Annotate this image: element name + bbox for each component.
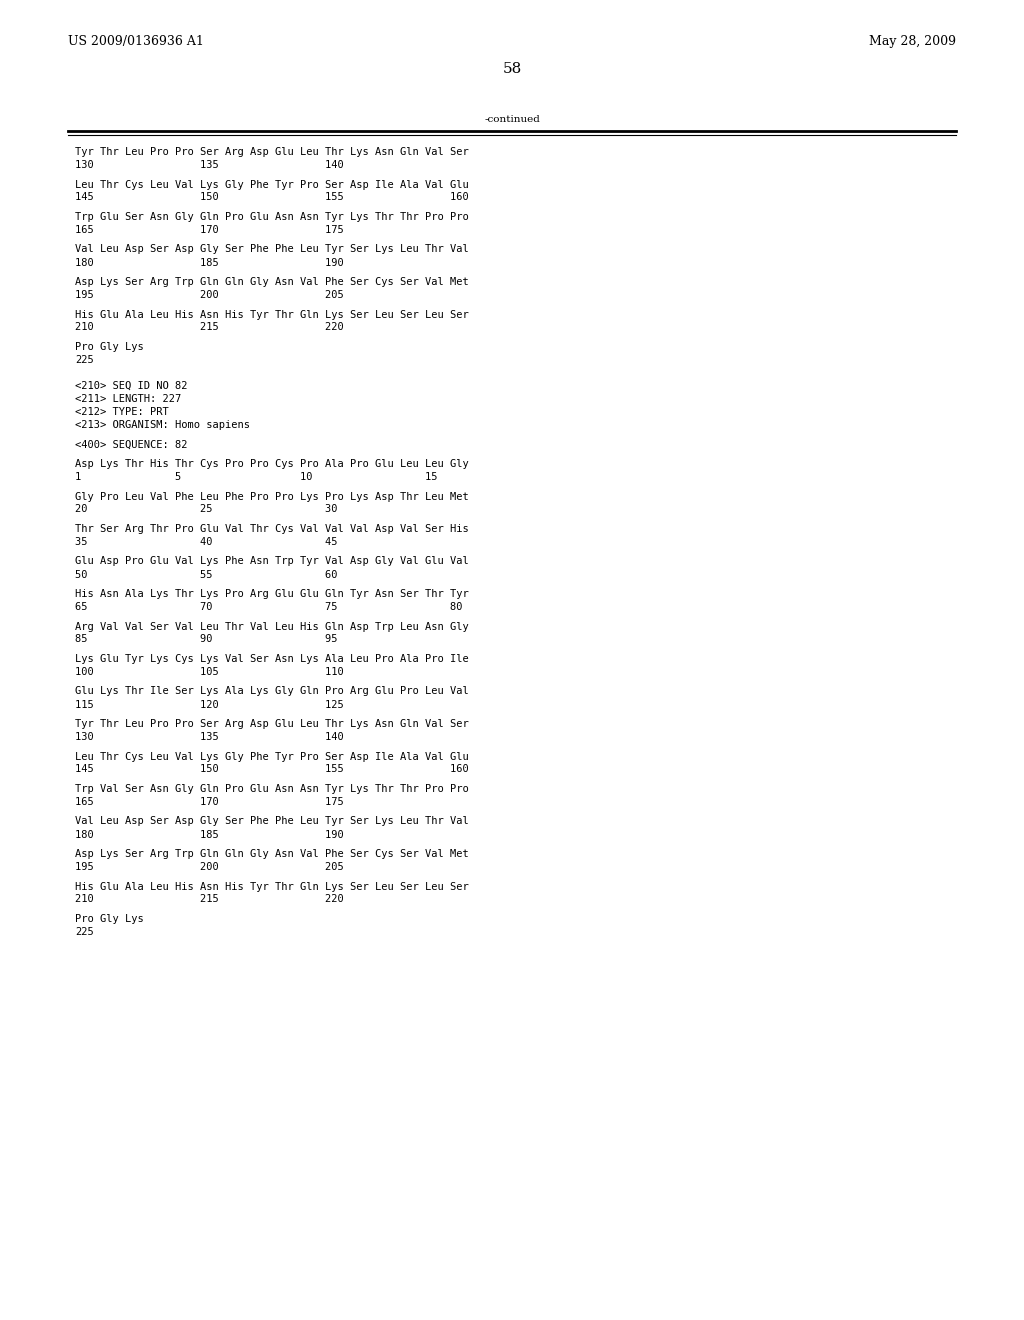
Text: 210                 215                 220: 210 215 220 [75, 895, 344, 904]
Text: His Asn Ala Lys Thr Lys Pro Arg Glu Glu Gln Tyr Asn Ser Thr Tyr: His Asn Ala Lys Thr Lys Pro Arg Glu Glu … [75, 589, 469, 599]
Text: Leu Thr Cys Leu Val Lys Gly Phe Tyr Pro Ser Asp Ile Ala Val Glu: Leu Thr Cys Leu Val Lys Gly Phe Tyr Pro … [75, 180, 469, 190]
Text: 50                  55                  60: 50 55 60 [75, 569, 338, 579]
Text: 210                 215                 220: 210 215 220 [75, 322, 344, 333]
Text: Glu Asp Pro Glu Val Lys Phe Asn Trp Tyr Val Asp Gly Val Glu Val: Glu Asp Pro Glu Val Lys Phe Asn Trp Tyr … [75, 557, 469, 566]
Text: <210> SEQ ID NO 82: <210> SEQ ID NO 82 [75, 381, 187, 391]
Text: 115                 120                 125: 115 120 125 [75, 700, 344, 710]
Text: Leu Thr Cys Leu Val Lys Gly Phe Tyr Pro Ser Asp Ile Ala Val Glu: Leu Thr Cys Leu Val Lys Gly Phe Tyr Pro … [75, 751, 469, 762]
Text: 145                 150                 155                 160: 145 150 155 160 [75, 764, 469, 775]
Text: Asp Lys Ser Arg Trp Gln Gln Gly Asn Val Phe Ser Cys Ser Val Met: Asp Lys Ser Arg Trp Gln Gln Gly Asn Val … [75, 849, 469, 859]
Text: Asp Lys Thr His Thr Cys Pro Pro Cys Pro Ala Pro Glu Leu Leu Gly: Asp Lys Thr His Thr Cys Pro Pro Cys Pro … [75, 459, 469, 469]
Text: 58: 58 [503, 62, 521, 77]
Text: <211> LENGTH: 227: <211> LENGTH: 227 [75, 393, 181, 404]
Text: -continued: -continued [484, 115, 540, 124]
Text: 20                  25                  30: 20 25 30 [75, 504, 338, 515]
Text: 180                 185                 190: 180 185 190 [75, 829, 344, 840]
Text: <213> ORGANISM: Homo sapiens: <213> ORGANISM: Homo sapiens [75, 420, 250, 430]
Text: Pro Gly Lys: Pro Gly Lys [75, 913, 143, 924]
Text: Trp Val Ser Asn Gly Gln Pro Glu Asn Asn Tyr Lys Thr Thr Pro Pro: Trp Val Ser Asn Gly Gln Pro Glu Asn Asn … [75, 784, 469, 795]
Text: 195                 200                 205: 195 200 205 [75, 862, 344, 873]
Text: 100                 105                 110: 100 105 110 [75, 667, 344, 677]
Text: Tyr Thr Leu Pro Pro Ser Arg Asp Glu Leu Thr Lys Asn Gln Val Ser: Tyr Thr Leu Pro Pro Ser Arg Asp Glu Leu … [75, 719, 469, 729]
Text: <400> SEQUENCE: 82: <400> SEQUENCE: 82 [75, 440, 187, 450]
Text: 145                 150                 155                 160: 145 150 155 160 [75, 193, 469, 202]
Text: His Glu Ala Leu His Asn His Tyr Thr Gln Lys Ser Leu Ser Leu Ser: His Glu Ala Leu His Asn His Tyr Thr Gln … [75, 309, 469, 319]
Text: 225: 225 [75, 927, 94, 937]
Text: 180                 185                 190: 180 185 190 [75, 257, 344, 268]
Text: Val Leu Asp Ser Asp Gly Ser Phe Phe Leu Tyr Ser Lys Leu Thr Val: Val Leu Asp Ser Asp Gly Ser Phe Phe Leu … [75, 244, 469, 255]
Text: 195                 200                 205: 195 200 205 [75, 290, 344, 300]
Text: His Glu Ala Leu His Asn His Tyr Thr Gln Lys Ser Leu Ser Leu Ser: His Glu Ala Leu His Asn His Tyr Thr Gln … [75, 882, 469, 891]
Text: May 28, 2009: May 28, 2009 [869, 36, 956, 48]
Text: 165                 170                 175: 165 170 175 [75, 797, 344, 807]
Text: Glu Lys Thr Ile Ser Lys Ala Lys Gly Gln Pro Arg Glu Pro Leu Val: Glu Lys Thr Ile Ser Lys Ala Lys Gly Gln … [75, 686, 469, 697]
Text: Val Leu Asp Ser Asp Gly Ser Phe Phe Leu Tyr Ser Lys Leu Thr Val: Val Leu Asp Ser Asp Gly Ser Phe Phe Leu … [75, 817, 469, 826]
Text: Asp Lys Ser Arg Trp Gln Gln Gly Asn Val Phe Ser Cys Ser Val Met: Asp Lys Ser Arg Trp Gln Gln Gly Asn Val … [75, 277, 469, 286]
Text: Pro Gly Lys: Pro Gly Lys [75, 342, 143, 352]
Text: 65                  70                  75                  80: 65 70 75 80 [75, 602, 463, 612]
Text: 225: 225 [75, 355, 94, 366]
Text: Thr Ser Arg Thr Pro Glu Val Thr Cys Val Val Val Asp Val Ser His: Thr Ser Arg Thr Pro Glu Val Thr Cys Val … [75, 524, 469, 535]
Text: <212> TYPE: PRT: <212> TYPE: PRT [75, 407, 169, 417]
Text: 130                 135                 140: 130 135 140 [75, 733, 344, 742]
Text: 1               5                   10                  15: 1 5 10 15 [75, 473, 437, 482]
Text: Arg Val Val Ser Val Leu Thr Val Leu His Gln Asp Trp Leu Asn Gly: Arg Val Val Ser Val Leu Thr Val Leu His … [75, 622, 469, 631]
Text: US 2009/0136936 A1: US 2009/0136936 A1 [68, 36, 204, 48]
Text: Lys Glu Tyr Lys Cys Lys Val Ser Asn Lys Ala Leu Pro Ala Pro Ile: Lys Glu Tyr Lys Cys Lys Val Ser Asn Lys … [75, 653, 469, 664]
Text: Tyr Thr Leu Pro Pro Ser Arg Asp Glu Leu Thr Lys Asn Gln Val Ser: Tyr Thr Leu Pro Pro Ser Arg Asp Glu Leu … [75, 147, 469, 157]
Text: 35                  40                  45: 35 40 45 [75, 537, 338, 546]
Text: 130                 135                 140: 130 135 140 [75, 160, 344, 170]
Text: 85                  90                  95: 85 90 95 [75, 635, 338, 644]
Text: Trp Glu Ser Asn Gly Gln Pro Glu Asn Asn Tyr Lys Thr Thr Pro Pro: Trp Glu Ser Asn Gly Gln Pro Glu Asn Asn … [75, 213, 469, 222]
Text: Gly Pro Leu Val Phe Leu Phe Pro Pro Lys Pro Lys Asp Thr Leu Met: Gly Pro Leu Val Phe Leu Phe Pro Pro Lys … [75, 491, 469, 502]
Text: 165                 170                 175: 165 170 175 [75, 224, 344, 235]
